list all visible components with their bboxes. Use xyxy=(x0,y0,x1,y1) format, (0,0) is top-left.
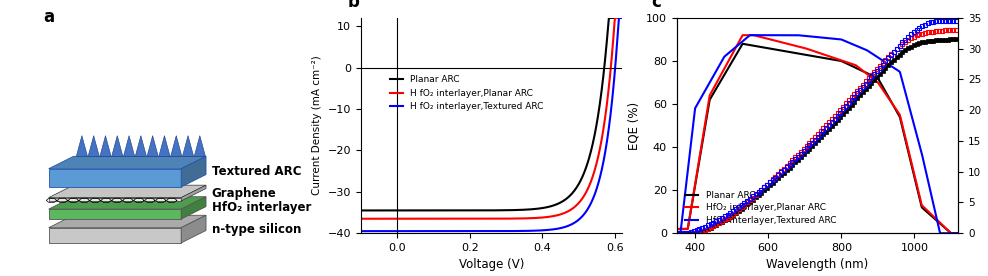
Polygon shape xyxy=(48,169,181,187)
Polygon shape xyxy=(159,136,170,156)
Text: Textured ARC: Textured ARC xyxy=(211,165,301,178)
Line: H fO₂ interlayer,Planar ARC: H fO₂ interlayer,Planar ARC xyxy=(361,18,622,219)
H fO₂ interlayer,Planar ARC xyxy=(473,217,485,220)
Polygon shape xyxy=(48,185,206,198)
HfO₂ interlayer,Planar ARC xyxy=(837,59,849,63)
HfO₂ interlayer,Planar ARC xyxy=(737,33,749,37)
Planar ARC xyxy=(530,207,541,211)
Polygon shape xyxy=(181,197,206,219)
HfO₂ interlayer,Textured ARC xyxy=(952,232,964,235)
Polygon shape xyxy=(181,156,206,187)
HfO₂ interlayer,Planar ARC xyxy=(946,232,957,235)
Text: a: a xyxy=(43,8,54,26)
Text: n-type silicon: n-type silicon xyxy=(211,222,301,236)
Planar ARC xyxy=(798,53,810,56)
HfO₂ interlayer,Textured ARC xyxy=(720,53,732,56)
H fO₂ interlayer,Planar ARC xyxy=(422,217,434,220)
Line: HfO₂ interlayer,Planar ARC: HfO₂ interlayer,Planar ARC xyxy=(677,35,958,233)
HfO₂ interlayer,Planar ARC xyxy=(798,46,810,50)
HfO₂ interlayer,Textured ARC xyxy=(671,232,683,235)
Planar ARC xyxy=(473,209,485,212)
Text: b: b xyxy=(348,0,360,12)
Polygon shape xyxy=(48,198,181,201)
Planar ARC xyxy=(401,209,413,212)
Polygon shape xyxy=(195,136,206,156)
Text: Graphene: Graphene xyxy=(211,187,277,200)
Legend: Planar ARC, H fO₂ interlayer,Planar ARC, H fO₂ interlayer,Textured ARC: Planar ARC, H fO₂ interlayer,Planar ARC,… xyxy=(386,72,547,115)
H fO₂ interlayer,Textured ARC xyxy=(530,229,541,232)
H fO₂ interlayer,Textured ARC xyxy=(509,229,521,233)
H fO₂ interlayer,Planar ARC xyxy=(552,214,564,217)
Polygon shape xyxy=(171,136,182,156)
H fO₂ interlayer,Textured ARC xyxy=(617,16,628,20)
HfO₂ interlayer,Planar ARC xyxy=(720,63,732,66)
HfO₂ interlayer,Textured ARC xyxy=(743,34,755,38)
Planar ARC xyxy=(737,42,749,46)
Planar ARC xyxy=(552,202,564,206)
H fO₂ interlayer,Planar ARC xyxy=(617,16,628,20)
Line: HfO₂ interlayer,Textured ARC: HfO₂ interlayer,Textured ARC xyxy=(677,35,958,233)
H fO₂ interlayer,Textured ARC xyxy=(401,229,413,233)
H fO₂ interlayer,Planar ARC xyxy=(401,217,413,220)
Polygon shape xyxy=(100,136,111,156)
Planar ARC xyxy=(617,16,628,20)
H fO₂ interlayer,Planar ARC xyxy=(355,217,367,221)
Planar ARC xyxy=(720,69,732,73)
Text: c: c xyxy=(651,0,661,12)
Polygon shape xyxy=(76,136,88,156)
Polygon shape xyxy=(181,185,206,201)
Polygon shape xyxy=(88,136,100,156)
H fO₂ interlayer,Textured ARC xyxy=(473,229,485,233)
H fO₂ interlayer,Textured ARC xyxy=(422,229,434,233)
Polygon shape xyxy=(147,136,158,156)
X-axis label: Voltage (V): Voltage (V) xyxy=(458,259,525,272)
Polygon shape xyxy=(124,136,134,156)
Planar ARC xyxy=(603,16,615,20)
Planar ARC xyxy=(671,227,683,230)
Planar ARC xyxy=(509,208,521,212)
Polygon shape xyxy=(48,156,206,169)
H fO₂ interlayer,Textured ARC xyxy=(613,16,624,20)
H fO₂ interlayer,Planar ARC xyxy=(609,16,620,20)
Planar ARC xyxy=(837,60,849,63)
HfO₂ interlayer,Planar ARC xyxy=(860,71,871,74)
X-axis label: Wavelength (nm): Wavelength (nm) xyxy=(767,259,868,272)
Polygon shape xyxy=(48,209,181,219)
HfO₂ interlayer,Textured ARC xyxy=(883,63,895,67)
Y-axis label: EQE (%): EQE (%) xyxy=(627,102,640,150)
HfO₂ interlayer,Planar ARC xyxy=(952,232,964,235)
Polygon shape xyxy=(48,228,181,243)
Planar ARC xyxy=(355,209,367,212)
Text: HfO₂ interlayer: HfO₂ interlayer xyxy=(211,201,311,214)
Polygon shape xyxy=(135,136,146,156)
Line: H fO₂ interlayer,Textured ARC: H fO₂ interlayer,Textured ARC xyxy=(361,18,622,231)
H fO₂ interlayer,Planar ARC xyxy=(530,216,541,220)
HfO₂ interlayer,Planar ARC xyxy=(671,227,683,230)
HfO₂ interlayer,Textured ARC xyxy=(744,33,756,37)
HfO₂ interlayer,Planar ARC xyxy=(883,98,895,101)
HfO₂ interlayer,Textured ARC xyxy=(860,48,871,51)
Polygon shape xyxy=(183,136,194,156)
Line: Planar ARC: Planar ARC xyxy=(677,44,958,233)
HfO₂ interlayer,Textured ARC xyxy=(837,39,849,42)
Polygon shape xyxy=(48,215,206,228)
HfO₂ interlayer,Planar ARC xyxy=(744,33,756,37)
Y-axis label: Current Density (mA cm⁻²): Current Density (mA cm⁻²) xyxy=(312,56,322,195)
H fO₂ interlayer,Textured ARC xyxy=(355,230,367,233)
Polygon shape xyxy=(48,197,206,209)
Polygon shape xyxy=(181,215,206,243)
H fO₂ interlayer,Textured ARC xyxy=(552,227,564,230)
Polygon shape xyxy=(112,136,123,156)
Planar ARC xyxy=(860,71,871,74)
Legend: Planar ARC, HfO₂ interlayer,Planar ARC, HfO₂ interlayer,Textured ARC: Planar ARC, HfO₂ interlayer,Planar ARC, … xyxy=(682,187,840,229)
Planar ARC xyxy=(883,97,895,100)
HfO₂ interlayer,Textured ARC xyxy=(798,34,810,38)
Planar ARC xyxy=(952,232,964,235)
Planar ARC xyxy=(744,43,756,47)
Line: Planar ARC: Planar ARC xyxy=(361,18,622,211)
Planar ARC xyxy=(946,232,957,235)
H fO₂ interlayer,Planar ARC xyxy=(509,217,521,220)
Planar ARC xyxy=(422,209,434,212)
